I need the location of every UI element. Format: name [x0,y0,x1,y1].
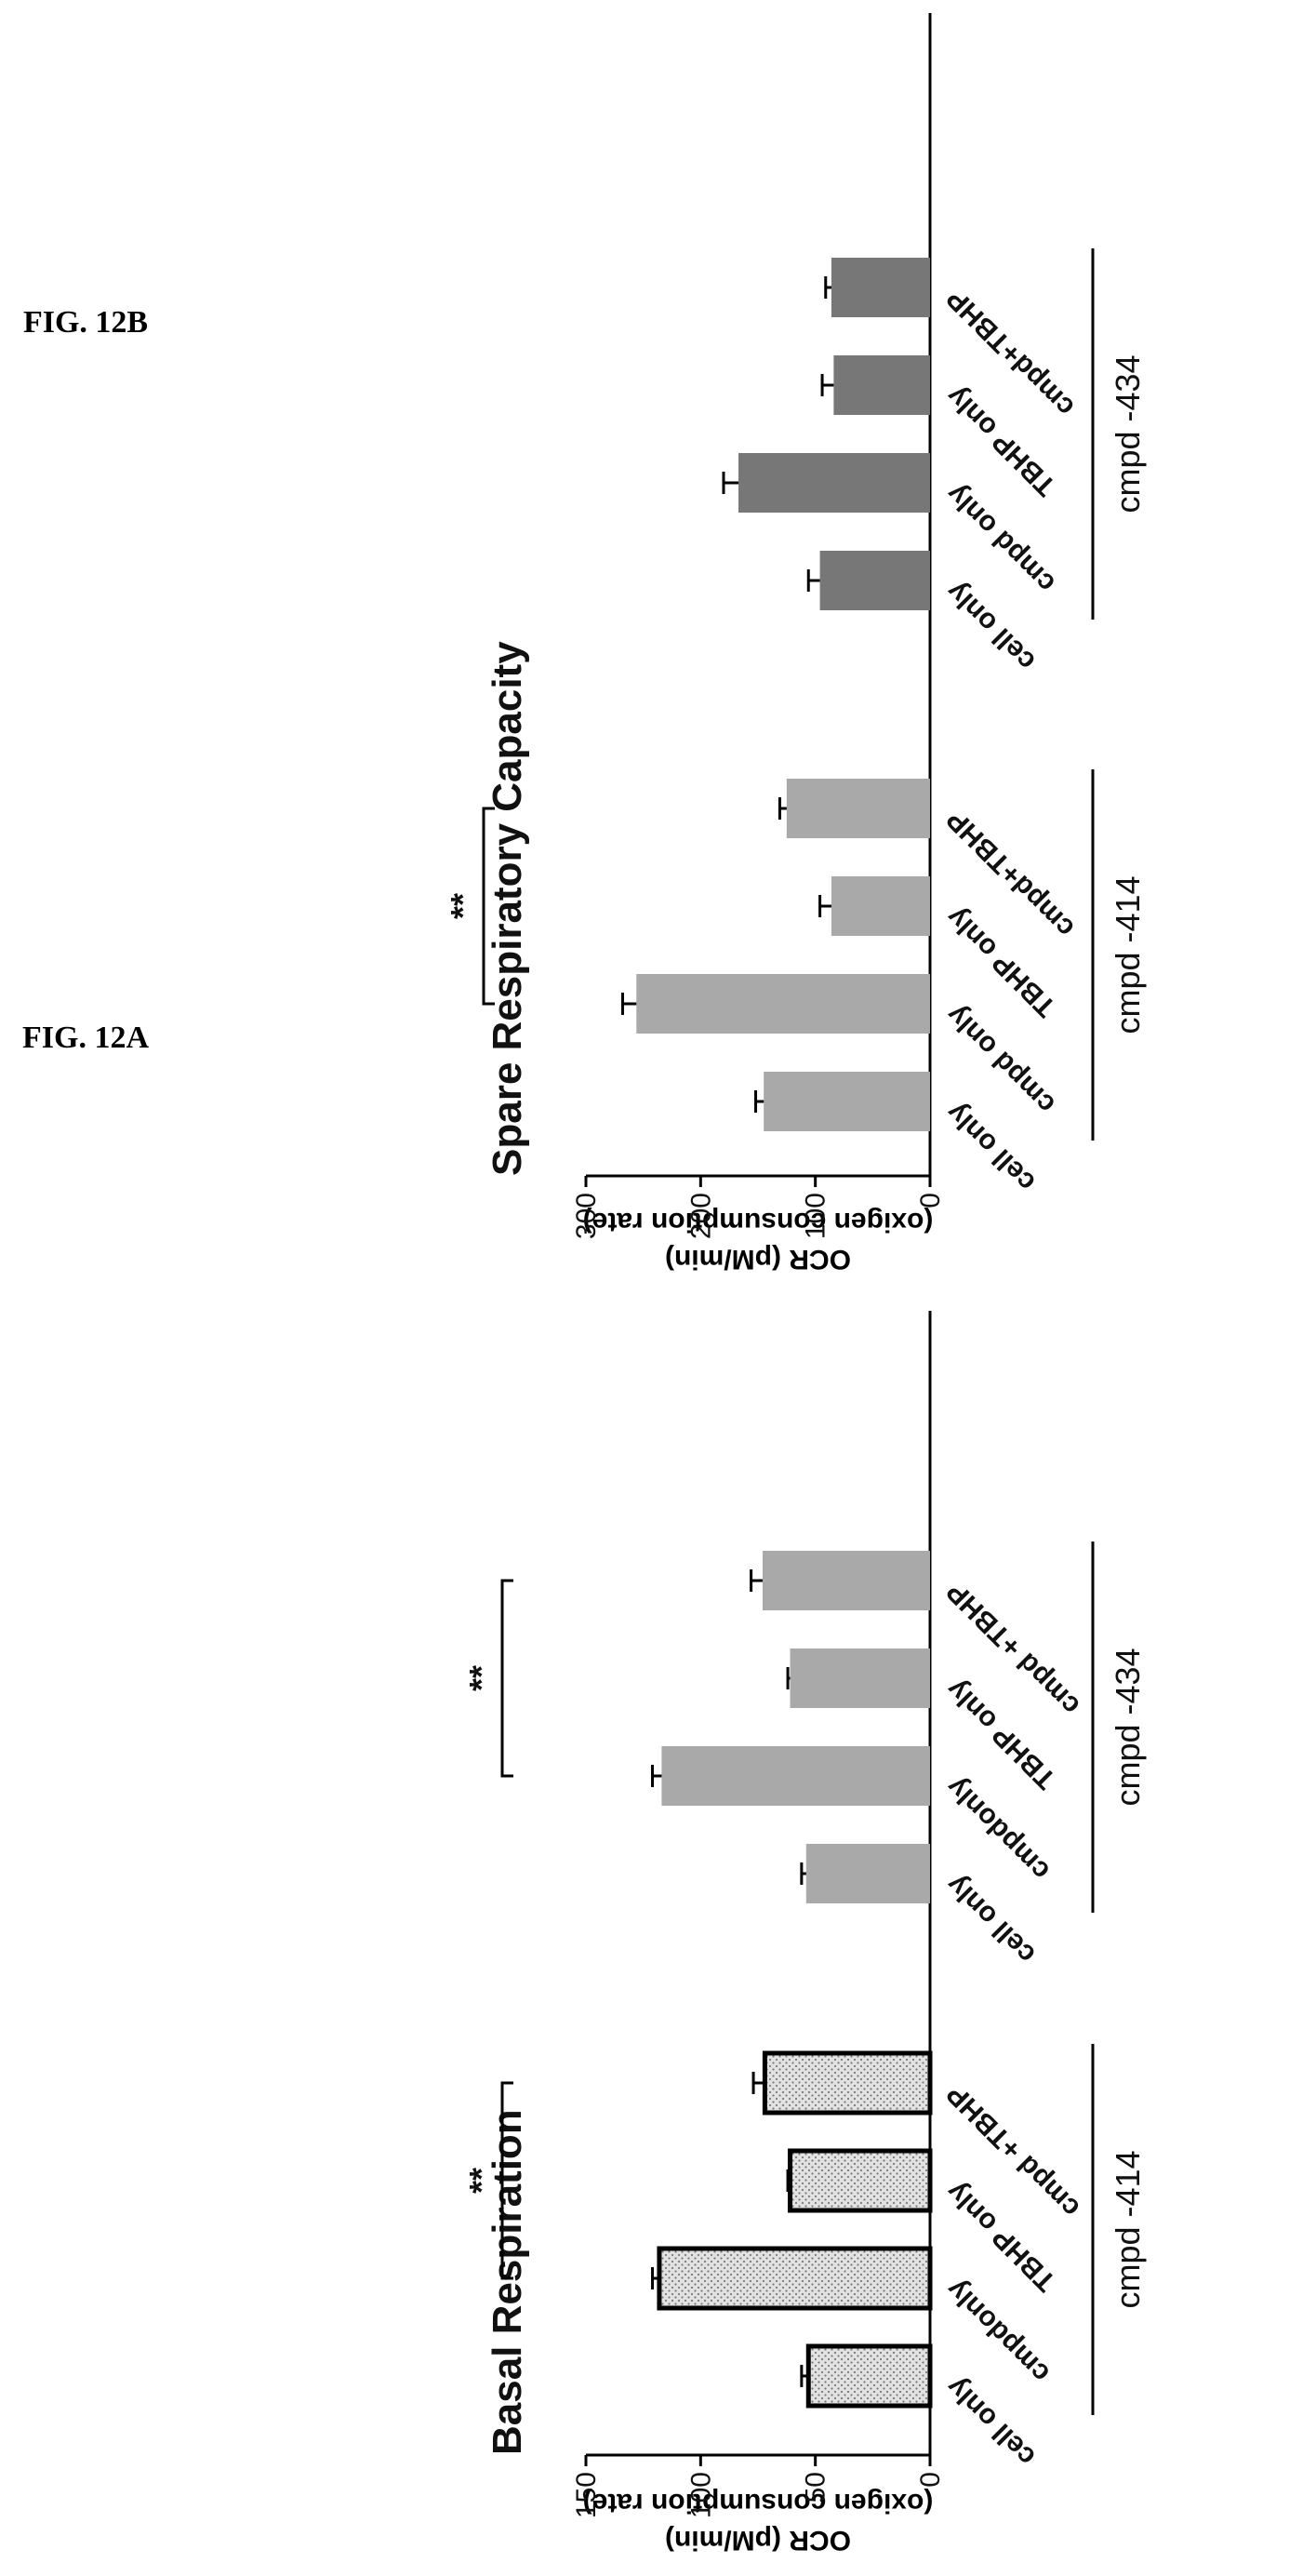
chart-title: Spare Respiratory Capacity [485,641,530,1176]
group-label: cmpd -434 [1109,1648,1147,1806]
significance-bracket [500,1579,513,1778]
chart-spare-respiratory-capacity: Spare Respiratory Capacity OCR (pM/min) (o… [444,13,1147,1275]
bar [790,1648,930,1708]
bar [831,258,931,317]
bar [764,1072,931,1131]
group-label: cmpd -414 [1109,2150,1147,2308]
bar [661,1746,931,1806]
x-tick-label: cell only [940,1869,1041,1969]
bar [805,2343,933,2409]
bar [805,1844,930,1903]
y-tick-label: 100 [685,2472,716,2518]
y-tick-label: 100 [801,1193,831,1239]
bar [762,2050,933,2116]
bar [833,355,931,415]
y-axis-label-sub: (oxigen consumption rate) [583,2488,934,2518]
x-tick-label: cell only [940,576,1041,676]
group-label: cmpd -434 [1109,354,1147,513]
bar [636,974,930,1034]
significance-bracket [500,2081,513,2280]
significance-label: ** [462,1665,500,1691]
y-tick-label: 0 [915,1193,946,1208]
y-tick-label: 0 [915,2472,946,2488]
bar [762,1551,931,1610]
y-axis-label: OCR (pM/min) [665,2525,851,2556]
bar [788,2148,933,2213]
significance-bracket [482,807,495,1006]
y-tick-label: 200 [685,1193,716,1239]
y-tick-label: 150 [571,2472,602,2518]
y-axis-label-sub: (oxigen consumption rate) [583,1207,934,1237]
bar [786,779,930,838]
y-axis-label: OCR (pM/min) [665,1244,851,1275]
significance-label: ** [444,893,482,919]
chart-basal-respiration: Basal Respiration OCR (pM/min) (oxigen con… [462,1311,1147,2556]
y-tick-label: 300 [571,1193,602,1239]
bar [657,2246,933,2311]
bar [738,453,930,513]
group-label: cmpd -414 [1109,875,1147,1034]
chart-title: Basal Respiration [485,2109,530,2455]
bar [819,551,930,610]
bar [831,876,931,936]
significance-label: ** [462,2168,500,2194]
x-tick-label: cell only [940,1097,1041,1197]
x-tick-label: cell only [940,2371,1041,2472]
y-tick-label: 50 [801,2472,831,2503]
